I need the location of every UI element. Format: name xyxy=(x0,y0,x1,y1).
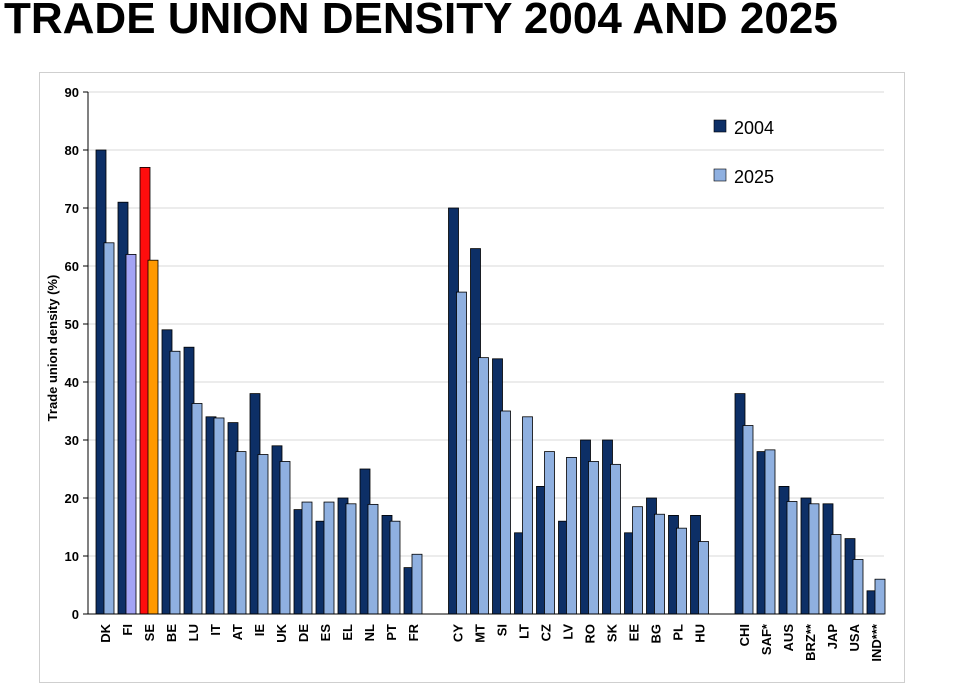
x-tick-label: LU xyxy=(186,624,201,641)
y-tick-label: 50 xyxy=(65,317,79,332)
x-tick-label: ES xyxy=(318,624,333,642)
x-tick-label: JAP xyxy=(825,624,840,650)
x-tick-label: SAF* xyxy=(759,623,774,655)
bar-2025-ES xyxy=(323,501,335,615)
bar-2025-NL xyxy=(367,503,379,615)
x-tick-label: CY xyxy=(451,624,466,642)
x-tick-label: FR xyxy=(406,623,421,641)
bar-2025-SI xyxy=(500,410,511,615)
x-tick-label: SI xyxy=(495,624,510,636)
bar-2025-RO xyxy=(588,461,599,615)
bar-2025-LV xyxy=(566,456,577,615)
y-tick-label: 90 xyxy=(65,85,79,100)
bar-2025-PL xyxy=(676,527,687,615)
y-tick-label: 20 xyxy=(65,491,79,506)
x-tick-label: DK xyxy=(98,623,113,642)
bar-2025-CHI xyxy=(742,425,754,615)
x-tick-label: PL xyxy=(671,624,686,641)
bar-2025-BG xyxy=(654,513,665,615)
bar-2025-CY xyxy=(456,291,467,615)
bar-2025-FR xyxy=(411,553,423,615)
bar-2025-FI xyxy=(125,253,137,615)
x-tick-label: HU xyxy=(693,624,708,643)
x-tick-label: IE xyxy=(252,624,267,637)
bar-2025-IND xyxy=(874,578,886,615)
bar-2025-JAP xyxy=(830,534,842,615)
bar-2025-DE xyxy=(301,501,313,615)
x-tick-label: BE xyxy=(164,624,179,642)
legend: 2004 2025 xyxy=(713,118,774,187)
legend-swatch-2004 xyxy=(713,119,727,133)
x-tick-label: AUS xyxy=(781,624,796,652)
bar-2025-HU xyxy=(698,541,709,615)
y-tick-label: 40 xyxy=(65,375,79,390)
bar-2025-CZ xyxy=(544,451,555,615)
x-tick-label: BG xyxy=(649,624,664,644)
bar-2025-DK xyxy=(103,242,115,615)
x-tick-label: EL xyxy=(340,624,355,641)
legend-swatch-2025 xyxy=(713,168,727,182)
x-tick-label: SK xyxy=(605,623,620,642)
x-tick-label: UK xyxy=(274,623,289,642)
bar-2025-EL xyxy=(345,503,357,615)
bar-2025-BE xyxy=(169,350,181,615)
x-tick-label: IT xyxy=(208,624,223,636)
bar-2025-SE xyxy=(147,259,159,615)
x-tick-label: BRZ** xyxy=(803,623,818,661)
bar-2025-AT xyxy=(235,451,247,615)
x-tick-label: AT xyxy=(230,624,245,640)
y-tick-label: 80 xyxy=(65,143,79,158)
bar-2025-SAF xyxy=(764,449,776,615)
x-tick-label: MT xyxy=(473,624,488,643)
y-axis-label: Trade union density (%) xyxy=(45,275,60,422)
x-tick-label: DE xyxy=(296,624,311,642)
bar-2025-EE xyxy=(632,506,643,615)
legend-label-2025: 2025 xyxy=(734,167,774,187)
bar-2025-LU xyxy=(191,403,203,615)
y-tick-label: 30 xyxy=(65,433,79,448)
x-tick-label: EE xyxy=(627,624,642,642)
plot-frame xyxy=(39,72,905,683)
bar-2025-MT xyxy=(478,357,489,615)
y-tick-label: 70 xyxy=(65,201,79,216)
y-tick-label: 10 xyxy=(65,549,79,564)
axes: 0 10 20 30 40 50 60 70 80 90 DK FI SE BE LU IT AT IE UK DE E… xyxy=(65,85,884,662)
legend-label-2004: 2004 xyxy=(734,118,774,138)
bar-2025-LT xyxy=(522,416,533,615)
bar-2025-SK xyxy=(610,463,621,615)
bar-2025-IT xyxy=(213,417,225,615)
x-tick-label: FI xyxy=(120,624,135,636)
y-tick-label: 60 xyxy=(65,259,79,274)
bar-2025-PT xyxy=(389,520,401,615)
y-tick-label: 0 xyxy=(72,607,79,622)
bar-2025-IE xyxy=(257,454,269,615)
x-tick-label: CZ xyxy=(539,624,554,641)
x-tick-label: LT xyxy=(517,624,532,639)
x-tick-label: SE xyxy=(142,624,157,642)
bars xyxy=(95,149,886,615)
x-tick-label: LV xyxy=(561,624,576,640)
x-tick-label: PT xyxy=(384,624,399,641)
chart-title: TRADE UNION DENSITY 2004 AND 2025 xyxy=(4,0,838,43)
bar-2025-USA xyxy=(852,559,864,615)
x-tick-label: USA xyxy=(847,623,862,651)
x-tick-label: IND*** xyxy=(869,623,884,662)
x-tick-label: CHI xyxy=(737,624,752,646)
bar-2025-AUS xyxy=(786,501,798,615)
bar-2025-BRZ xyxy=(808,503,820,615)
x-tick-label: NL xyxy=(362,624,377,641)
x-tick-label: RO xyxy=(583,624,598,644)
bar-2025-UK xyxy=(279,461,291,615)
